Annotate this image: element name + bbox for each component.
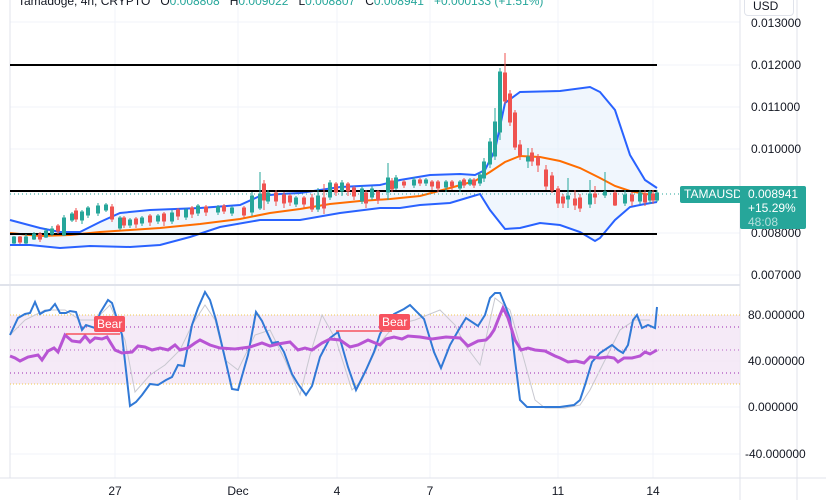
osc-axis-label: 0.000000 <box>748 400 799 414</box>
time-axis-label: Dec <box>227 484 249 498</box>
symbol-title: Tamadoge, 4h, CRYPTO <box>18 0 151 8</box>
high-value: 0.009022 <box>238 0 289 8</box>
last-change-pct: +15.29% <box>748 201 796 215</box>
last-price-tag: 0.008941 +15.29% 48:08 <box>740 186 806 229</box>
bear-signal-label: Bear <box>379 314 411 330</box>
stoch-d-line <box>9 297 650 409</box>
time-axis-label: 27 <box>108 484 122 498</box>
bar-countdown: 48:08 <box>748 215 779 229</box>
time-axis-label: 14 <box>646 484 660 498</box>
price-axis-label: 0.007000 <box>751 268 802 282</box>
bear-signal-label: Bear <box>94 316 126 332</box>
rsi-line <box>9 304 658 365</box>
time-axis-label: 4 <box>333 484 341 498</box>
currency-selector[interactable]: USD <box>744 0 794 16</box>
bollinger-upper <box>9 85 658 233</box>
close-value: 0.008941 <box>373 0 424 8</box>
osc-axis-label: -40.000000 <box>745 447 806 461</box>
price-axis-label: 0.013000 <box>751 16 802 30</box>
time-axis-label: 11 <box>551 484 565 498</box>
last-price: 0.008941 <box>748 187 799 201</box>
bollinger-fill <box>10 87 657 248</box>
price-axis-label: 0.008000 <box>751 226 802 240</box>
bollinger-lower <box>10 192 658 250</box>
ohlc-legend: Tamadoge, 4h, CRYPTO O0.008808 H0.009022… <box>18 0 543 8</box>
open-value: 0.008808 <box>169 0 220 8</box>
candles <box>12 53 659 244</box>
low-value: 0.008807 <box>305 0 356 8</box>
price-axis-label: 0.010000 <box>751 142 802 156</box>
osc-axis-label: 40.000000 <box>748 354 805 368</box>
osc-axis-label: 80.000000 <box>748 308 805 322</box>
price-axis-label: 0.012000 <box>751 58 802 72</box>
symbol-tag: TAMAUSD <box>680 186 746 203</box>
price-axis-label: 0.011000 <box>751 100 801 114</box>
time-axis-label: 7 <box>426 484 434 498</box>
bollinger-basis <box>9 154 658 238</box>
change-value: +0.000133 (+1.51%) <box>434 0 544 8</box>
